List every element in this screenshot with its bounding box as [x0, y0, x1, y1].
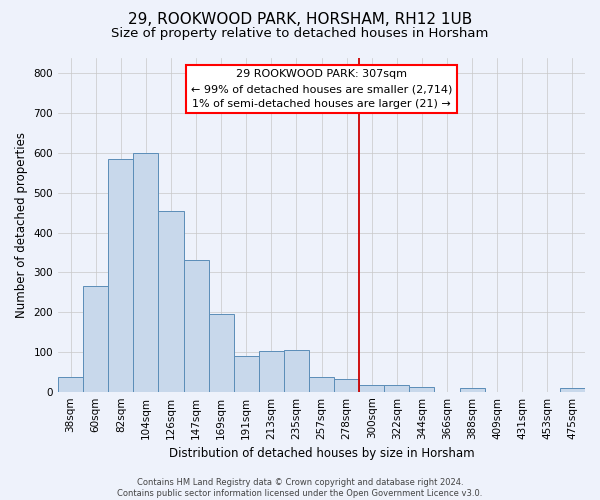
- Text: 29 ROOKWOOD PARK: 307sqm
← 99% of detached houses are smaller (2,714)
1% of semi: 29 ROOKWOOD PARK: 307sqm ← 99% of detach…: [191, 70, 452, 109]
- Bar: [560, 388, 585, 392]
- Bar: [108, 159, 133, 392]
- X-axis label: Distribution of detached houses by size in Horsham: Distribution of detached houses by size …: [169, 447, 475, 460]
- Bar: [133, 153, 158, 392]
- Text: Contains HM Land Registry data © Crown copyright and database right 2024.
Contai: Contains HM Land Registry data © Crown c…: [118, 478, 482, 498]
- Bar: [284, 350, 309, 392]
- Bar: [209, 314, 233, 392]
- Bar: [58, 377, 83, 392]
- Bar: [184, 260, 209, 392]
- Bar: [384, 384, 409, 392]
- Y-axis label: Number of detached properties: Number of detached properties: [15, 132, 28, 318]
- Bar: [460, 388, 485, 392]
- Bar: [309, 377, 334, 392]
- Text: 29, ROOKWOOD PARK, HORSHAM, RH12 1UB: 29, ROOKWOOD PARK, HORSHAM, RH12 1UB: [128, 12, 472, 28]
- Bar: [233, 356, 259, 392]
- Bar: [158, 212, 184, 392]
- Bar: [409, 387, 434, 392]
- Bar: [83, 286, 108, 392]
- Bar: [334, 379, 359, 392]
- Bar: [359, 384, 384, 392]
- Text: Size of property relative to detached houses in Horsham: Size of property relative to detached ho…: [112, 28, 488, 40]
- Bar: [259, 351, 284, 392]
